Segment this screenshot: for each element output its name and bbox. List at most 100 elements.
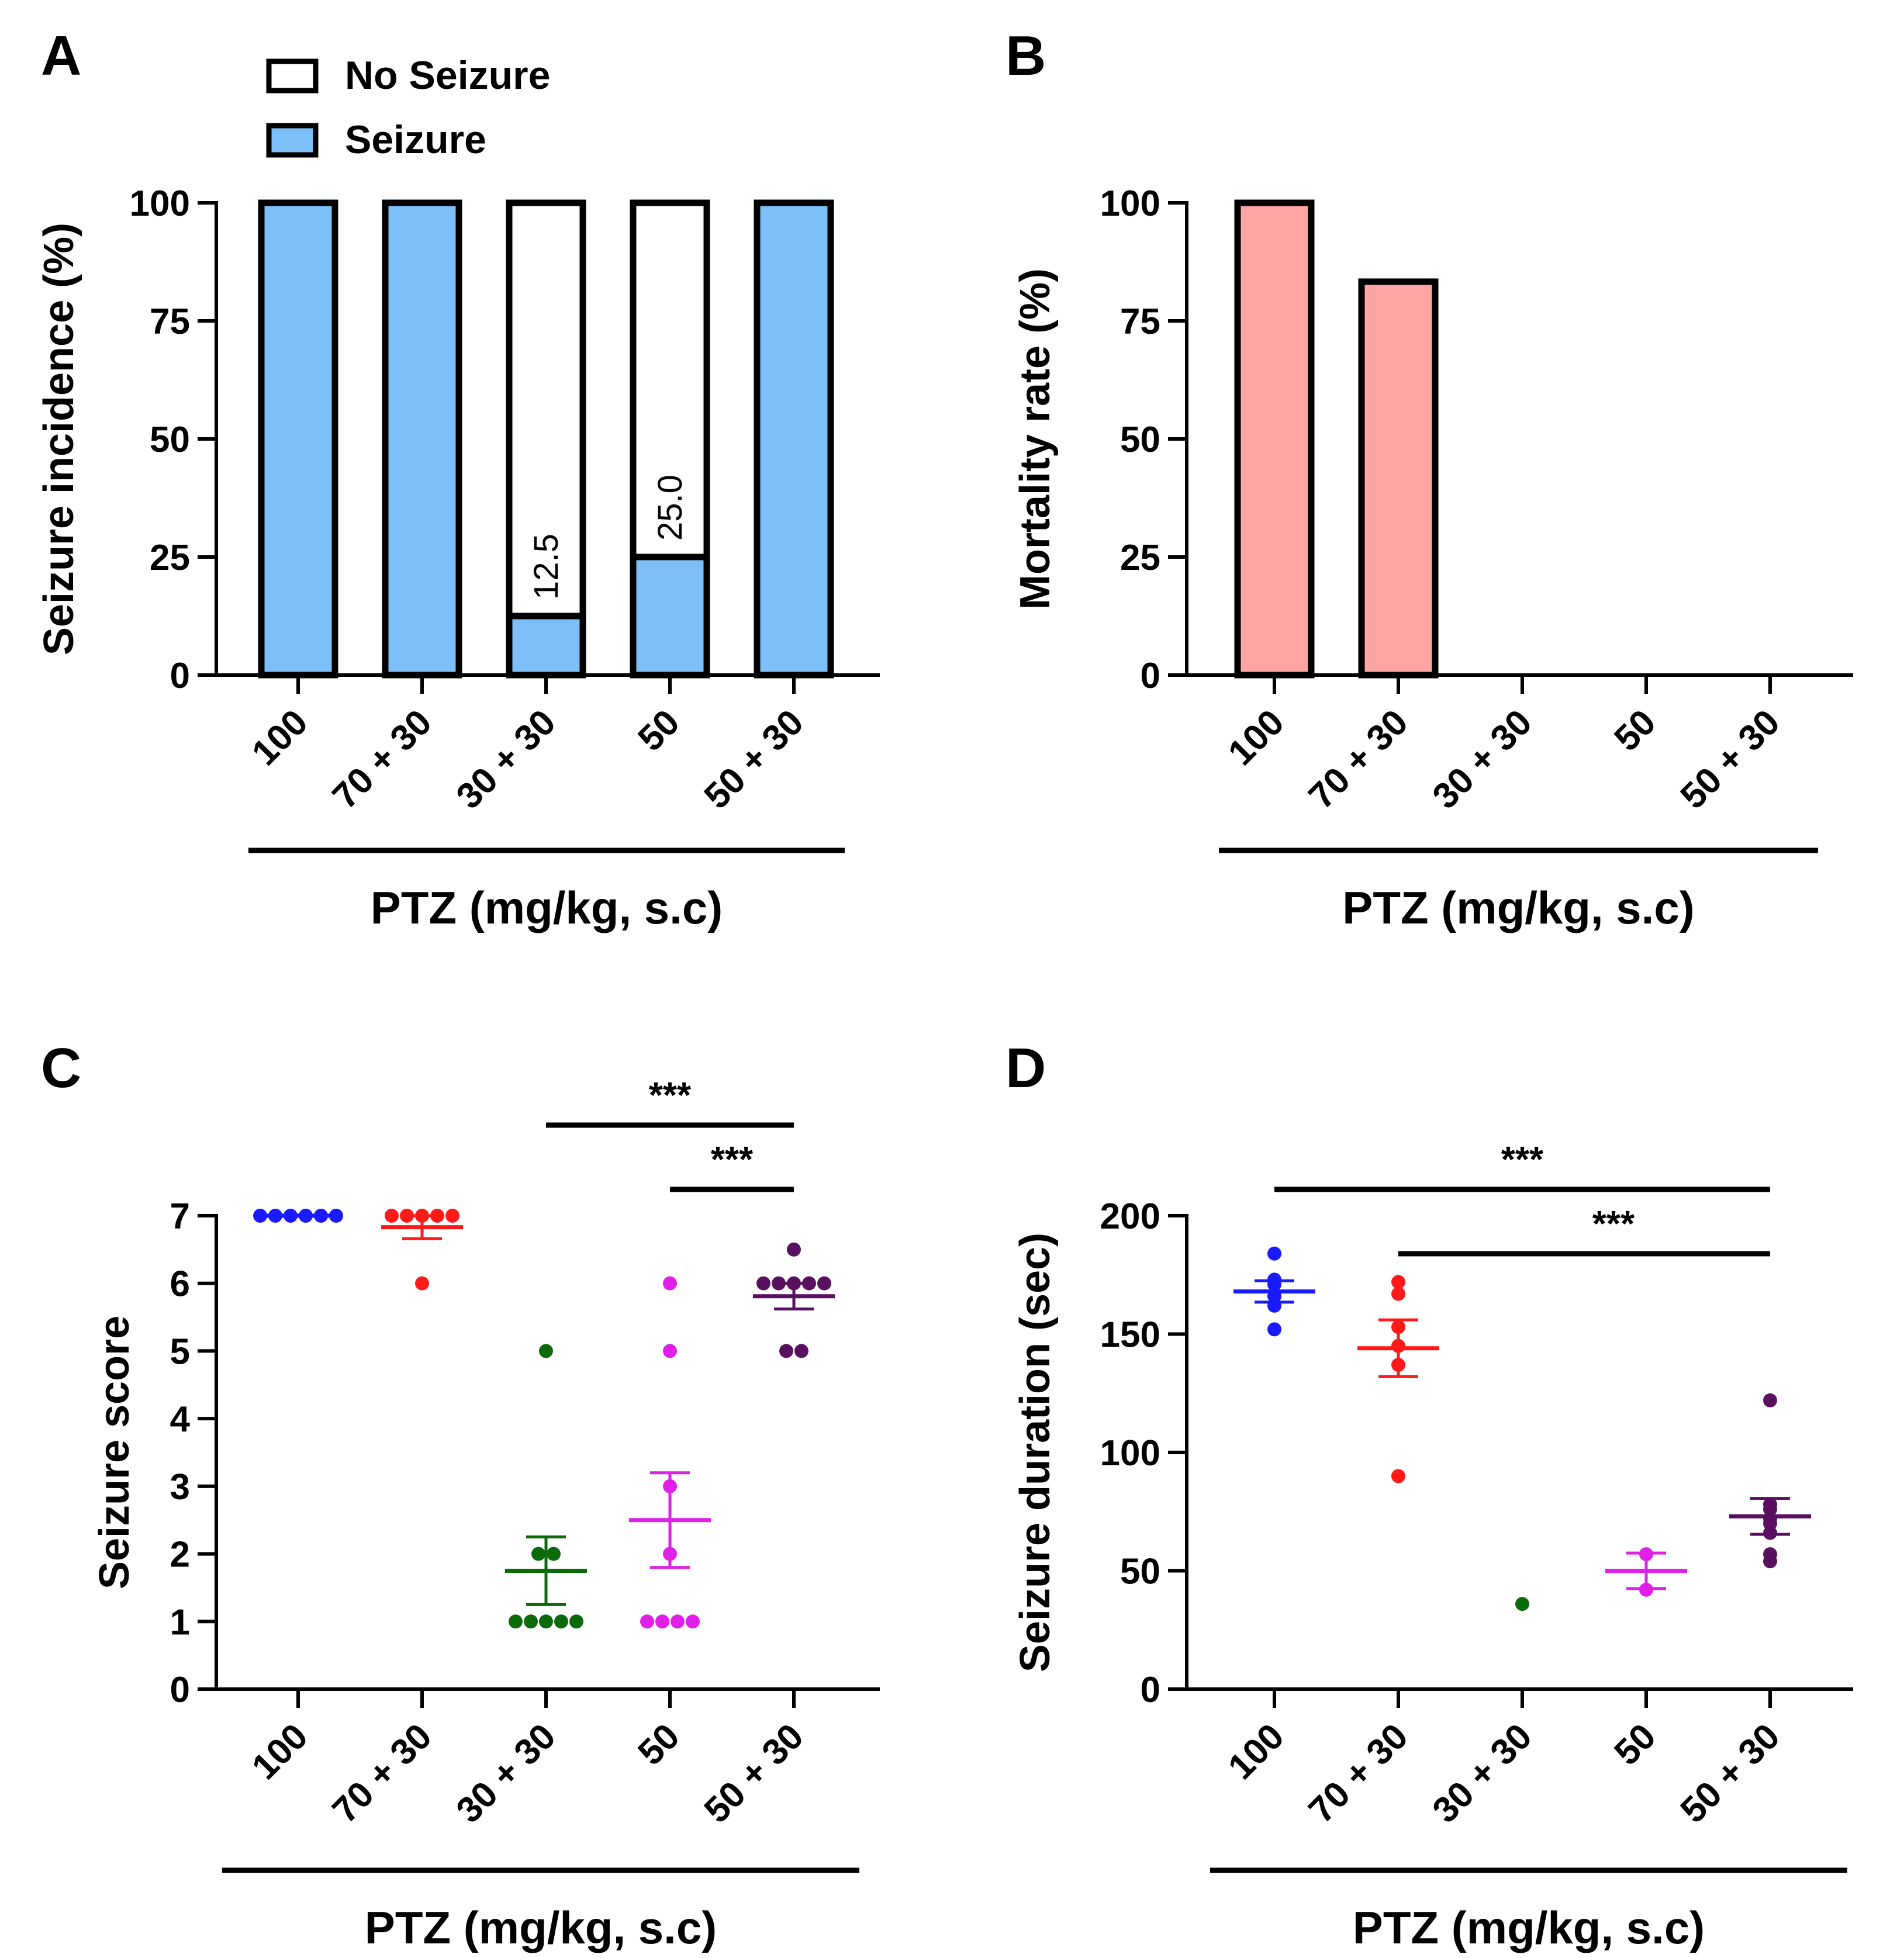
chart-a-legend-swatch-no-seizure — [266, 58, 319, 94]
chart-b-x-axis-title: PTZ (mg/kg, s.c) — [1342, 882, 1694, 933]
chart-c-data-point — [524, 1614, 538, 1629]
chart-b-y-tick-label: 100 — [1100, 184, 1160, 224]
chart-d-x-axis-title: PTZ (mg/kg, s.c) — [1353, 1902, 1705, 1953]
chart-c-data-point — [569, 1614, 583, 1629]
chart-a-y-tick-label: 75 — [150, 302, 190, 342]
chart-c-data-point — [385, 1209, 399, 1223]
chart-c-data-point — [663, 1344, 677, 1358]
chart-c-data-point — [531, 1547, 545, 1561]
chart-b-x-tick-label: 30 + 30 — [1425, 702, 1540, 817]
chart-d-y-axis-title: Seizure duration (sec) — [1012, 1233, 1059, 1672]
chart-d-significance-label: *** — [1592, 1204, 1635, 1244]
chart-c-data-point — [756, 1276, 770, 1291]
chart-c-y-axis-title: Seizure score — [91, 1316, 138, 1589]
chart-b-y-tick-label: 25 — [1120, 538, 1160, 578]
chart-a-y-tick-label: 25 — [150, 538, 190, 578]
chart-d-y-tick-label: 150 — [1100, 1315, 1160, 1355]
chart-c-x-axis-title: PTZ (mg/kg, s.c) — [365, 1902, 717, 1953]
chart-d-data-point — [1391, 1469, 1405, 1483]
chart-a-x-tick-label: 70 + 30 — [325, 702, 440, 817]
chart-a-y-axis-title: Seizure incidence (%) — [36, 223, 82, 655]
chart-a-y-tick-label: 50 — [150, 420, 190, 460]
chart-c-data-point — [509, 1614, 523, 1629]
chart-c-y-tick-label: 6 — [170, 1264, 190, 1305]
chart-c-data-point — [539, 1344, 553, 1358]
chart-d-data-point — [1267, 1246, 1281, 1261]
chart-a-y-tick-label: 0 — [170, 656, 190, 696]
chart-c-x-tick-label: 30 + 30 — [449, 1716, 564, 1831]
chart-a-legend-label-no-seizure: No Seizure — [345, 53, 550, 98]
chart-c-significance-label: *** — [649, 1075, 692, 1116]
panel-letter-a: A — [41, 25, 81, 87]
panel-letter-b: B — [1005, 25, 1046, 87]
chart-b-bar — [1234, 199, 1315, 679]
chart-c-y-tick-label: 2 — [170, 1535, 190, 1575]
chart-b-x-tick-label: 70 + 30 — [1301, 702, 1416, 817]
chart-c-data-point — [547, 1547, 561, 1561]
chart-c-data-point — [655, 1614, 669, 1629]
chart-d-y-tick-label: 50 — [1120, 1552, 1160, 1592]
chart-d-y-tick-label: 100 — [1100, 1433, 1160, 1473]
chart-c-significance-label: *** — [711, 1140, 754, 1180]
chart-c-data-point — [787, 1242, 801, 1257]
chart-d-data-point — [1391, 1275, 1405, 1289]
chart-c-data-point — [779, 1344, 793, 1358]
chart-c-data-point — [817, 1276, 831, 1291]
chart-d-x-tick-label: 50 — [1606, 1716, 1664, 1773]
panel-letter-d: D — [1005, 1037, 1046, 1099]
chart-c-x-tick-label: 70 + 30 — [325, 1716, 440, 1831]
chart-b-y-tick-label: 0 — [1141, 656, 1160, 696]
chart-a-y-tick-label: 100 — [130, 184, 190, 224]
chart-c-x-tick-label: 100 — [244, 1716, 316, 1787]
chart-a-bar-seizure — [754, 199, 834, 679]
chart-c-y-tick-label: 0 — [170, 1670, 190, 1710]
chart-c-data-point — [539, 1614, 553, 1629]
chart-d-data-point — [1267, 1322, 1281, 1337]
chart-a-bar-seizure — [258, 199, 338, 679]
chart-d-y-tick-label: 200 — [1100, 1196, 1160, 1237]
chart-c-x-tick-label: 50 — [630, 1716, 687, 1773]
chart-c-data-point — [686, 1614, 700, 1629]
chart-d-significance-label: *** — [1501, 1140, 1544, 1180]
chart-b-y-tick-label: 75 — [1120, 302, 1160, 342]
chart-c-y-tick-label: 3 — [170, 1467, 190, 1507]
chart-a-legend-swatch-seizure — [266, 123, 319, 158]
chart-c-x-tick-label: 50 + 30 — [697, 1716, 811, 1831]
chart-a-bar-seizure — [630, 554, 710, 679]
chart-a-data-label: 12.5 — [527, 534, 565, 600]
chart-c-y-tick-label: 1 — [170, 1602, 190, 1642]
chart-c-data-point — [445, 1209, 459, 1223]
chart-a-x-tick-label: 50 + 30 — [697, 702, 811, 817]
chart-a-bar-no-seizure — [506, 199, 586, 679]
chart-b-x-tick-label: 100 — [1221, 702, 1292, 773]
chart-d-x-tick-label: 100 — [1221, 1716, 1292, 1787]
chart-a-bar-seizure — [506, 613, 586, 679]
chart-d-data-point — [1391, 1286, 1405, 1301]
chart-d-data-point — [1763, 1393, 1777, 1407]
chart-c-data-point — [663, 1276, 677, 1291]
chart-d-x-tick-label: 50 + 30 — [1673, 1716, 1788, 1831]
chart-a-x-tick-label: 100 — [244, 702, 316, 773]
chart-c-data-point — [640, 1614, 654, 1629]
chart-a-x-tick-label: 50 — [630, 702, 687, 759]
panel-letter-c: C — [41, 1037, 81, 1099]
chart-c-seizure-score: 0 1 2 3 4 5 6 7 100 70 + 30 30 + 30 50 50 + 30 Seizur… — [91, 1075, 880, 1953]
chart-c-y-tick-label: 5 — [170, 1331, 190, 1372]
chart-a-x-axis-title: PTZ (mg/kg, s.c) — [371, 882, 723, 933]
chart-c-y-tick-label: 4 — [170, 1399, 191, 1440]
chart-a-data-label: 25.0 — [651, 475, 689, 541]
chart-c-data-point — [415, 1276, 429, 1291]
chart-c-data-point — [554, 1614, 568, 1629]
chart-b-bar — [1358, 278, 1439, 679]
chart-b-y-tick-label: 50 — [1120, 420, 1160, 460]
chart-a-x-tick-label: 30 + 30 — [449, 702, 564, 817]
chart-c-y-tick-label: 7 — [170, 1196, 190, 1237]
chart-d-data-point — [1763, 1554, 1777, 1569]
chart-d-x-tick-label: 30 + 30 — [1425, 1716, 1540, 1831]
chart-a-bar-seizure — [382, 199, 462, 679]
chart-b-y-axis-title: Mortality rate (%) — [1012, 268, 1059, 610]
